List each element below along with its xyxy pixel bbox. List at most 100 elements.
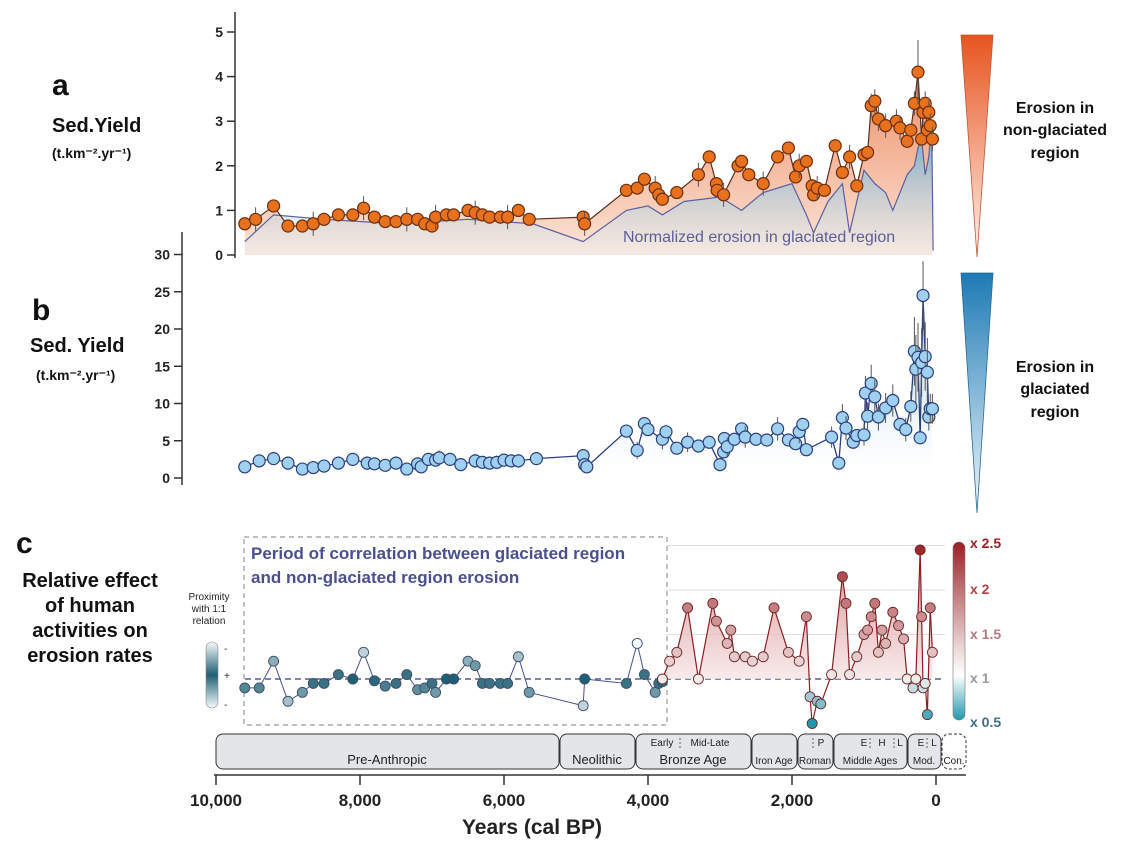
data-point-b — [796, 417, 810, 431]
panel-c: c Relative effect of human activities on… — [16, 527, 1001, 730]
panel-c-plot — [239, 544, 938, 729]
data-point-c — [579, 673, 591, 685]
y-tick-label: 0 — [162, 470, 170, 486]
glaciated-area — [244, 295, 933, 478]
data-point-a — [734, 154, 749, 168]
panel-b-side-label-3: region — [1031, 404, 1080, 421]
data-point-c — [638, 669, 650, 680]
data-point-b — [904, 399, 918, 414]
period-mod-l-label: L — [931, 738, 937, 749]
legend-mark-top: - — [224, 644, 227, 655]
panel-a-ylabel-unit: (t.km⁻².yr⁻¹) — [52, 145, 131, 161]
data-point-c — [924, 602, 936, 614]
x-tick-label: 0 — [931, 791, 940, 810]
data-point-c — [620, 678, 632, 689]
data-point-a — [922, 105, 936, 119]
proximity-legend-bar — [205, 641, 219, 709]
x-tick-label: 8,000 — [339, 791, 382, 810]
panel-a-y-ticks: 0 1 2 3 4 5 — [215, 24, 235, 263]
panel-b-plot — [238, 261, 940, 478]
data-point-b — [529, 452, 544, 466]
data-point-c — [347, 673, 359, 685]
data-point-c — [872, 646, 884, 658]
data-point-a — [900, 134, 914, 148]
scale-label-1-5: x 1.5 — [970, 626, 1001, 642]
period-iron-age-label: Iron Age — [755, 756, 793, 767]
panel-a: a Sed.Yield (t.km⁻².yr⁻¹) 0 1 2 3 4 5 Normali… — [52, 12, 1107, 263]
data-point-c — [721, 637, 733, 649]
data-point-b — [443, 452, 457, 466]
data-point-c — [710, 615, 722, 627]
data-point-c — [914, 544, 926, 556]
data-point-a — [317, 212, 331, 226]
data-point-b — [713, 457, 727, 472]
data-point-c — [926, 646, 938, 658]
data-point-c — [800, 611, 812, 623]
x-tick-label: 10,000 — [190, 791, 242, 810]
correlation-text-2: and non-glaciated region erosion — [251, 568, 519, 587]
data-point-b — [860, 409, 875, 423]
data-point-b — [389, 456, 403, 470]
data-point-c — [692, 673, 704, 685]
data-point-a — [716, 188, 731, 202]
period-roman — [797, 733, 834, 770]
data-point-a — [893, 121, 907, 135]
data-point-c — [332, 669, 344, 680]
y-tick-label: 1 — [215, 202, 223, 218]
data-point-b — [738, 430, 752, 444]
data-point-c — [893, 620, 905, 632]
data-point-a — [756, 177, 770, 191]
data-point-a — [578, 217, 592, 231]
data-point-c — [725, 624, 737, 636]
panel-b-ylabel: Sed. Yield — [30, 335, 124, 357]
period-roman-p-label: P — [818, 738, 825, 749]
data-point-a — [637, 172, 652, 186]
data-point-a — [295, 219, 309, 233]
scale-label-2: x 2 — [970, 581, 990, 597]
panel-c-letter: c — [16, 527, 33, 560]
data-point-c — [379, 680, 391, 692]
data-point-a — [923, 119, 937, 133]
data-point-b — [670, 441, 684, 455]
period-bronze-age-label: Bronze Age — [659, 752, 726, 767]
data-point-c — [502, 678, 514, 689]
data-point-c — [523, 686, 535, 698]
legend-mark-bottom: - — [224, 700, 227, 711]
data-point-b — [925, 402, 940, 416]
data-point-c — [919, 678, 931, 689]
panel-c-ylabel-1: Relative effect — [22, 570, 158, 592]
panel-a-side-label-3: region — [1031, 145, 1080, 162]
effect-scale-bar — [952, 541, 966, 721]
data-point-c — [782, 646, 794, 658]
data-point-b — [702, 435, 716, 449]
data-point-c — [728, 651, 740, 663]
period-iron-age — [751, 733, 798, 770]
x-tick-label: 6,000 — [483, 791, 526, 810]
data-point-a — [367, 210, 381, 224]
y-tick-label: 20 — [154, 321, 170, 337]
y-tick-label: 10 — [154, 396, 170, 412]
data-point-b — [864, 376, 878, 390]
non-glaciated-erosion-triangle — [960, 34, 994, 258]
panel-b-side-label-2: glaciated — [1020, 381, 1089, 398]
x-axis-ticks: 10,000 8,000 6,000 4,000 2,000 0 — [190, 775, 941, 810]
data-point-c — [430, 686, 442, 698]
data-point-a — [429, 210, 443, 224]
period-bronze-early-label: Early — [651, 738, 674, 749]
data-point-b — [680, 435, 695, 449]
legend-title-3: relation — [193, 616, 226, 627]
data-point-c — [862, 624, 874, 636]
data-point-b — [727, 432, 742, 446]
data-point-c — [865, 611, 877, 623]
y-tick-label: 5 — [162, 433, 170, 449]
panel-b-letter: b — [32, 294, 50, 327]
data-point-c — [921, 709, 933, 721]
data-point-a — [306, 217, 320, 231]
data-point-b — [346, 452, 360, 466]
panel-a-side-label-1: Erosion in — [1016, 100, 1094, 117]
data-point-c — [282, 695, 294, 707]
x-axis: 10,000 8,000 6,000 4,000 2,000 0 Years (cal B… — [190, 774, 966, 839]
data-point-b — [824, 430, 839, 444]
data-point-a — [702, 150, 716, 164]
